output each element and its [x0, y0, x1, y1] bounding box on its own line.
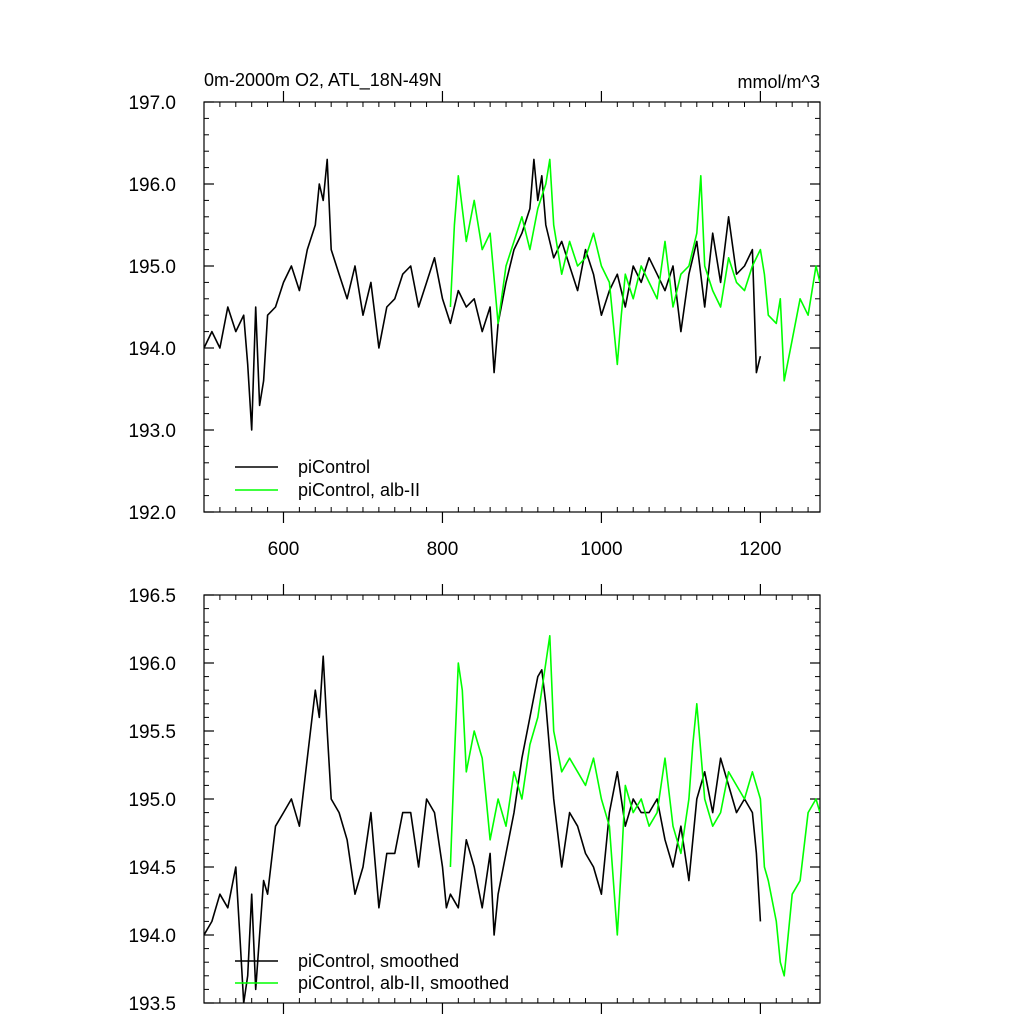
top-y-tick-label: 195.0 [128, 257, 176, 278]
bottom-y-tick-label: 194.5 [128, 858, 176, 879]
bottom-y-tick-label: 194.0 [128, 926, 176, 947]
top-x-tick-label: 800 [427, 539, 459, 560]
top-y-tick-label: 192.0 [128, 503, 176, 524]
top-x-tick-label: 1200 [739, 539, 781, 560]
top-series-line-alb-ii [449, 158, 820, 382]
top-x-tick-label: 1000 [580, 539, 622, 560]
bottom-y-tick-label: 193.5 [128, 994, 176, 1015]
top-legend-label: piControl [298, 457, 370, 477]
top-y-tick-label: 194.0 [128, 339, 176, 360]
top-legend-label: piControl, alb-II [298, 480, 420, 500]
bottom-y-tick-label: 195.5 [128, 722, 176, 743]
top-x-tick-label: 600 [268, 539, 300, 560]
top-plot-frame [203, 101, 821, 513]
bottom-y-tick-label: 196.0 [128, 654, 176, 675]
bottom-legend-label: piControl, alb-II, smoothed [298, 973, 509, 993]
bottom-y-tick-label: 196.5 [128, 586, 176, 607]
bottom-legend-label: piControl, smoothed [298, 951, 459, 971]
top-y-tick-label: 193.0 [128, 421, 176, 442]
top-chart-title: 0m-2000m O2, ATL_18N-49N [204, 70, 442, 91]
top-chart-units: mmol/m^3 [738, 72, 820, 92]
top-y-tick-label: 196.0 [128, 175, 176, 196]
bottom-series-line-picontrol [204, 655, 762, 1003]
bottom-series-line-alb-ii [449, 634, 820, 977]
bottom-chart-panel: 193.5 194.0 194.5 195.0 195.5 196.0 196.5 piCon… [128, 584, 821, 1015]
top-chart-panel: 600 800 1000 1200 192.0 193.0 194.0 195.0 196.0 1… [128, 91, 821, 560]
bottom-y-tick-label: 195.0 [128, 790, 176, 811]
top-y-tick-label: 197.0 [128, 93, 176, 114]
top-series-line-picontrol [204, 158, 762, 431]
